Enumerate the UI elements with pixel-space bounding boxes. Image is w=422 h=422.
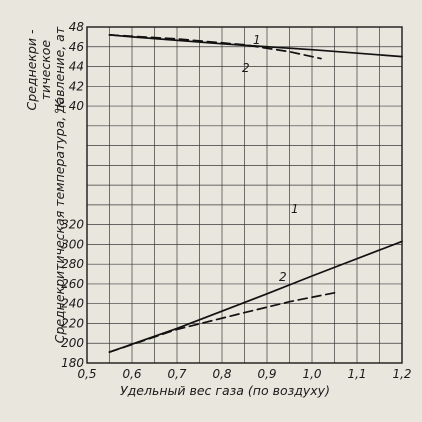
temperature-tick-label: 280 [61,257,84,271]
x-axis-title: Удельный вес газа (по воздуху) [120,383,330,398]
temperature-curve-1 [108,240,403,353]
pressure-ylabel-line2: тическое [38,40,53,101]
temperature-tick-label: 200 [61,336,84,350]
temperature-tick-label: 320 [61,218,84,232]
temperature-tick-label: 240 [61,297,84,311]
y-tick-labels: 48 46 44 42 40 320 300 280 260 240 220 200 180 [61,20,84,370]
curve-label-pressure-2: 2 [242,61,250,75]
pressure-ylabel-line3: давление, ат [52,26,67,114]
temperature-tick-label: 300 [61,237,84,251]
plot-border [86,26,403,364]
pressure-ylabel-line1: Среднекри - [24,29,39,110]
temperature-tick-label: 220 [61,316,84,330]
x-tick-labels: 0,5 0,6 0,7 0,8 0,9 1,0 1,1 1,2 [77,367,411,381]
x-tick-label: 1,2 [392,367,411,381]
frame [86,26,403,364]
curves [108,34,403,353]
x-tick-label: 0,9 [257,367,276,381]
temperature-tick-label: 260 [61,277,84,291]
curve-label-temperature-1: 1 [291,202,299,216]
grid [87,27,402,363]
pressure-tick-label: 46 [69,40,85,54]
x-tick-label: 0,5 [77,367,96,381]
pressure-tick-label: 40 [69,99,85,113]
curve-label-temperature-2: 2 [279,270,287,284]
x-tick-label: 1,1 [347,367,366,381]
temperature-ylabel: Среднекритическая температура, [52,117,67,344]
pressure-tick-label: 44 [69,60,84,74]
curve-label-pressure-1: 1 [253,33,261,47]
x-tick-label: 0,6 [122,367,141,381]
pressure-curve-2 [108,34,322,60]
x-tick-label: 1,0 [302,367,321,381]
x-tick-label: 0,7 [167,367,186,381]
temperature-ylabel-unit: °K [52,98,67,114]
pressure-tick-label: 48 [69,20,85,34]
x-tick-label: 0,8 [212,367,231,381]
temperature-tick-label: 180 [61,356,84,370]
pressure-tick-label: 42 [69,79,84,93]
temperature-curve-2 [108,291,336,353]
